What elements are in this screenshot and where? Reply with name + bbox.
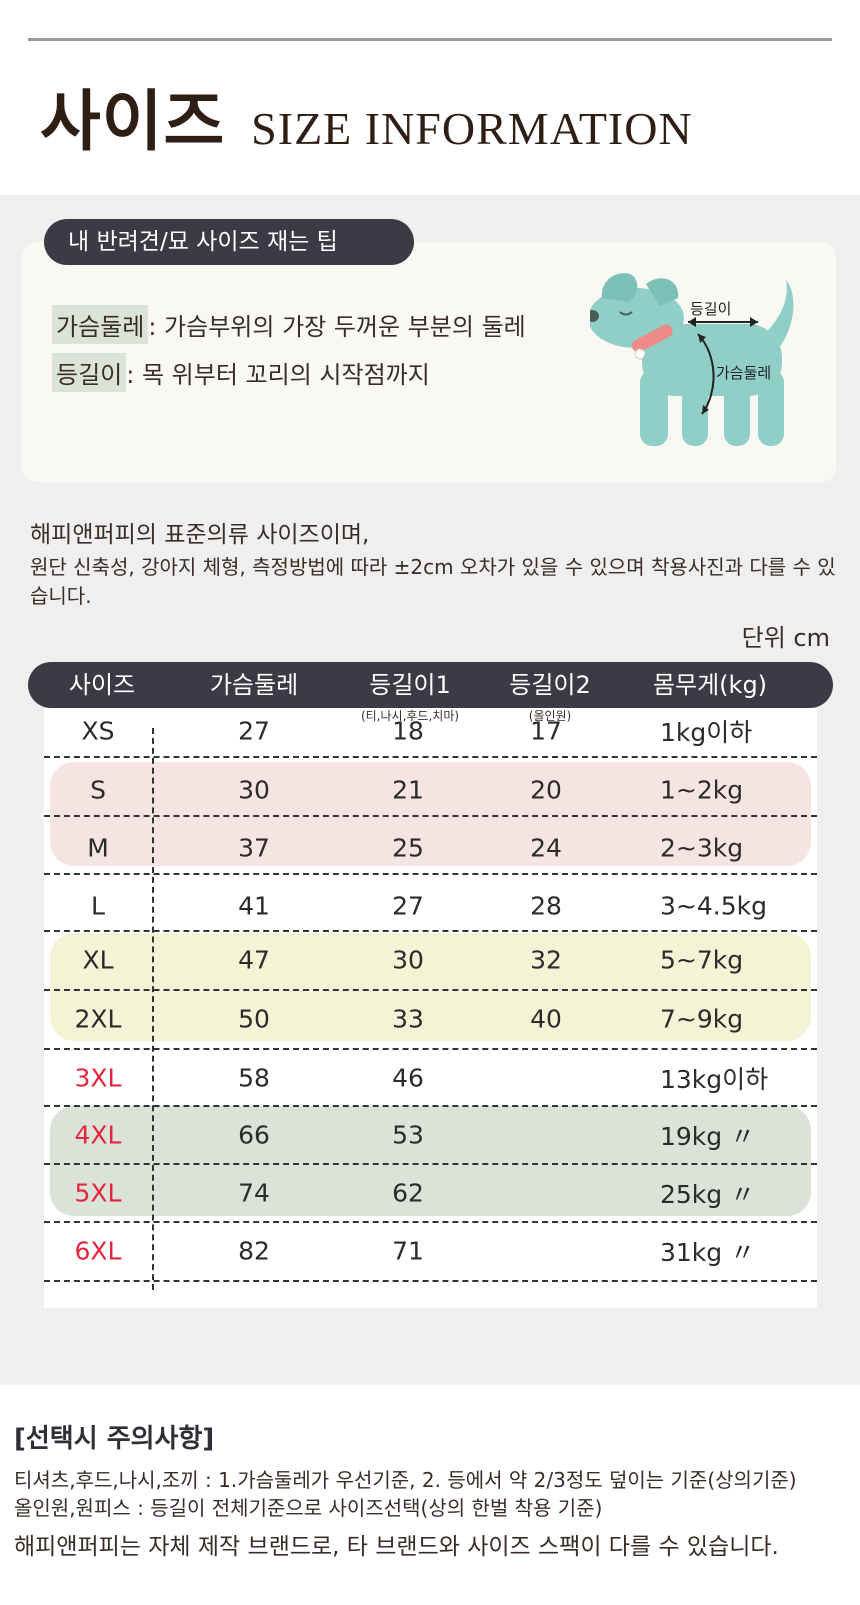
cell-chest: 58 (238, 1063, 270, 1093)
cell-chest: 41 (238, 891, 270, 921)
cell-chest: 30 (238, 775, 270, 805)
page-header: 사이즈 SIZE INFORMATION (40, 68, 693, 160)
cell-size: 6XL (74, 1236, 122, 1266)
row-separator (44, 930, 817, 932)
row-separator (44, 1221, 817, 1223)
brand-footer-note: 해피앤퍼피는 자체 제작 브랜드로, 타 브랜드와 사이즈 스팩이 다를 수 있… (14, 1534, 779, 1560)
header-weight: 몸무게(kg) (652, 671, 768, 699)
tolerance-note: 원단 신축성, 강아지 체형, 측정방법에 따라 ±2cm 오차가 있을 수 있… (30, 555, 836, 608)
cell-size: 4XL (74, 1120, 122, 1150)
cell-chest: 66 (238, 1120, 270, 1150)
cell-size: M (87, 833, 109, 863)
cell-weight: 25kg 〃 (660, 1180, 756, 1209)
cell-back1: 33 (392, 1004, 424, 1034)
cell-back2: 17 (530, 716, 562, 746)
cell-weight: 1kg이하 (660, 718, 753, 747)
tip-row-back: 등길이 : 목 위부터 꼬리의 시작점까지 (52, 353, 430, 392)
back1-subnote: (티,나시,후드,치마) (360, 709, 460, 723)
cell-weight: 5~7kg (660, 945, 744, 975)
row-separator (44, 1280, 817, 1282)
cell-weight: 7~9kg (660, 1004, 744, 1034)
cell-back1: 46 (392, 1063, 424, 1093)
cell-back2: 24 (530, 833, 562, 863)
dog-label-chest: 가슴둘레 (716, 364, 771, 382)
page-title-english: SIZE INFORMATION (251, 103, 693, 154)
cell-weight: 13kg이하 (660, 1065, 769, 1094)
measure-tip-pill: 내 반려견/묘 사이즈 재는 팁 (44, 219, 414, 265)
cell-chest: 37 (238, 833, 270, 863)
cell-chest: 82 (238, 1236, 270, 1266)
row-band-pink (50, 762, 811, 866)
cell-back1: 18 (392, 716, 424, 746)
cell-size: 5XL (74, 1178, 122, 1208)
caution-line-onepiece: 올인원,원피스 : 등길이 전체기준으로 사이즈선택(상의 한벌 착용 기준) (14, 1496, 603, 1520)
row-separator (44, 873, 817, 875)
row-separator (44, 1105, 817, 1107)
tip-term-chest: 가슴둘레 (52, 305, 149, 344)
row-separator (44, 1048, 817, 1050)
cell-back1: 30 (392, 945, 424, 975)
tip-row-chest: 가슴둘레 : 가슴부위의 가장 두꺼운 부분의 둘레 (52, 305, 526, 344)
header-chest: 가슴둘레 (209, 671, 299, 699)
header-size: 사이즈 (68, 671, 136, 699)
cell-chest: 47 (238, 945, 270, 975)
header-back2: 등길이2 (509, 671, 591, 699)
cell-chest: 74 (238, 1178, 270, 1208)
cell-back1: 25 (392, 833, 424, 863)
cell-chest: 50 (238, 1004, 270, 1034)
header-back1: 등길이1 (369, 671, 451, 699)
cell-back1: 71 (392, 1236, 424, 1266)
cell-back2: 32 (530, 945, 562, 975)
cell-back1: 53 (392, 1120, 424, 1150)
collar-icon (631, 324, 673, 353)
caution-title: [선택시 주의사항] (14, 1424, 215, 1454)
cell-back2: 20 (530, 775, 562, 805)
page-title-korean: 사이즈 (40, 83, 226, 160)
cell-size: L (91, 891, 105, 921)
standard-size-note: 해피앤퍼피의 표준의류 사이즈이며, (30, 522, 370, 548)
cell-back2: 28 (530, 891, 562, 921)
cell-size: 3XL (74, 1063, 122, 1093)
caution-line-top: 티셔츠,후드,나시,조끼 : 1.가슴둘레가 우선기준, 2. 등에서 약 2/… (14, 1468, 797, 1492)
cell-back1: 21 (392, 775, 424, 805)
cell-back2: 40 (530, 1004, 562, 1034)
tip-desc-back: : 목 위부터 꼬리의 시작점까지 (126, 361, 430, 389)
row-separator (44, 756, 817, 758)
row-separator (44, 815, 817, 817)
tip-term-back: 등길이 (52, 353, 127, 392)
cell-weight: 1~2kg (660, 775, 744, 805)
cell-size: S (90, 775, 106, 805)
unit-label: 단위 cm (741, 624, 830, 652)
cell-back1: 62 (392, 1178, 424, 1208)
cell-weight: 3~4.5kg (660, 891, 767, 921)
dog-measure-illustration: 등길이 가슴둘레 (590, 273, 794, 446)
cell-weight: 31kg 〃 (660, 1238, 756, 1267)
size-table-header: 사이즈 가슴둘레 등길이1 등길이2 몸무게(kg) (28, 662, 833, 708)
row-separator (44, 989, 817, 991)
size-table-body: XS 27 18 17 1kg이하 S 30 21 20 1~2kg M 37 25 24 2~3kg L 41… (44, 708, 817, 1308)
dog-label-back: 등길이 (690, 300, 731, 318)
row-separator (44, 1163, 817, 1165)
back2-subnote: (올인원) (528, 709, 572, 723)
top-divider (28, 38, 832, 41)
row-band-green (50, 1106, 811, 1216)
tip-desc-chest: : 가슴부위의 가장 두꺼운 부분의 둘레 (148, 313, 526, 341)
cell-back1: 27 (392, 891, 424, 921)
cell-weight: 19kg 〃 (660, 1122, 756, 1151)
cell-chest: 27 (238, 716, 270, 746)
cell-weight: 2~3kg (660, 833, 744, 863)
cell-size: XL (82, 945, 114, 975)
row-band-yellow (50, 933, 811, 1041)
cell-size: 2XL (74, 1004, 122, 1034)
cell-size: XS (81, 716, 115, 746)
size-column-divider (152, 728, 154, 1290)
